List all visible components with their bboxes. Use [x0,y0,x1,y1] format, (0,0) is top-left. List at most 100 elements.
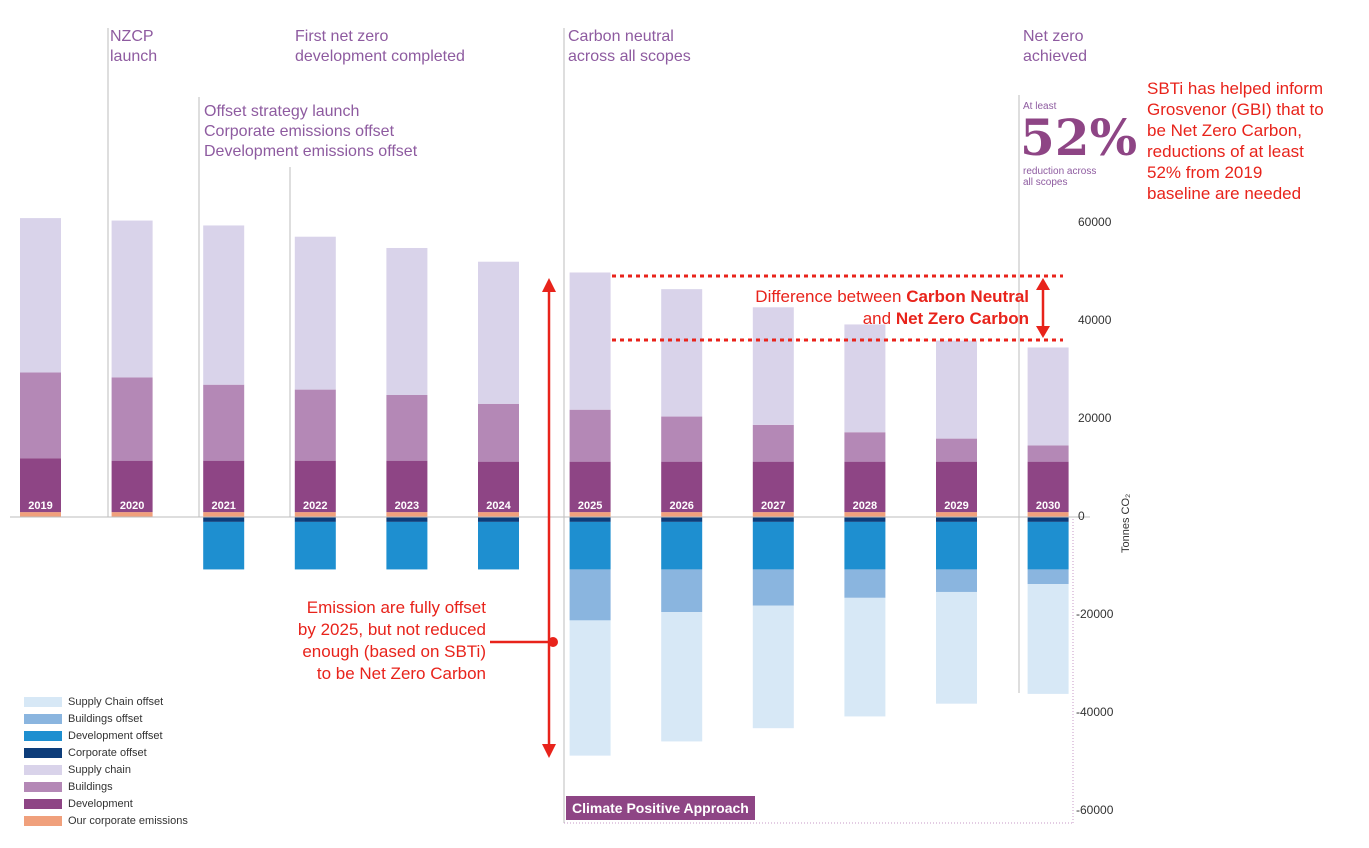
target-caption-line2: all scopes [1023,177,1068,188]
milestone-offset-line2: Corporate emissions offset [204,123,395,140]
chart-bars [20,218,1069,756]
bar-segment-corporate-offset-2025 [569,517,611,522]
bar-segment-our-corporate-emissions-2026 [661,512,703,517]
bar-segment-our-corporate-emissions-2020 [111,512,153,517]
bar-segment-development-2029 [936,461,977,513]
legend-label: Development [68,797,133,810]
bar-segment-corporate-offset-2027 [752,517,794,522]
bar-segment-buildings-2027 [752,424,794,462]
bar-segment-development-offset-2027 [752,521,794,570]
bar-segment-our-corporate-emissions-2028 [844,512,886,517]
bar-segment-buildings-offset-2030 [1027,569,1069,585]
bar-segment-development-offset-2028 [844,521,886,570]
bar-segment-supply-chain-2023 [386,247,428,395]
legend-swatch [24,781,62,792]
bar-segment-development-offset-2030 [1027,521,1069,570]
difference-arrow-up [1036,278,1050,290]
sbti-note-line2: Grosvenor (GBI) that to [1147,100,1324,119]
bar-segment-our-corporate-emissions-2022 [294,512,336,517]
milestone-carbon-neutral-line2: across all scopes [568,48,691,65]
sbti-note-line4: reductions of at least [1147,142,1304,161]
legend-label: Supply Chain offset [68,695,164,708]
bar-segment-development-2025 [569,461,611,513]
bar-segment-our-corporate-emissions-2025 [569,512,611,517]
bar-segment-supply-chain-2030 [1027,347,1069,446]
bar-segment-corporate-offset-2024 [478,517,519,522]
bar-segment-buildings-2023 [386,394,428,461]
milestone-nzcp-line1: NZCP [110,28,154,45]
legend-swatch [24,730,62,741]
milestone-first-net-zero: First net zero development completed [295,27,465,67]
bar-segment-our-corporate-emissions-2029 [936,512,977,517]
legend-item: Development [24,795,188,812]
offset-range-arrow-down [542,744,556,758]
year-label-2025: 2025 [578,500,602,512]
bar-segment-supply-chain-2029 [936,340,977,439]
bar-segment-development-offset-2023 [386,521,428,570]
emission-note-line3: enough (based on SBTi) [302,642,486,661]
sbti-note-line3: be Net Zero Carbon, [1147,121,1302,140]
bar-segment-supply-chain-offset-2029 [936,591,977,704]
bar-segment-supply-chain-2022 [294,236,336,390]
year-label-2023: 2023 [395,500,419,512]
bar-segment-corporate-offset-2030 [1027,517,1069,522]
milestone-offset: Offset strategy launch Corporate emissio… [204,102,417,162]
legend-item: Supply chain [24,761,188,778]
bar-segment-development-offset-2024 [478,521,519,570]
y-tick-label: -20000 [1076,607,1114,621]
sbti-note-line6: baseline are needed [1147,184,1302,203]
legend-swatch [24,815,62,826]
legend-label: Buildings offset [68,712,143,725]
bar-segment-our-corporate-emissions-2027 [752,512,794,517]
bar-segment-buildings-2028 [844,432,886,462]
legend-item: Supply Chain offset [24,693,188,710]
bar-segment-development-2027 [752,461,794,513]
bar-segment-supply-chain-2026 [661,289,703,417]
sbti-note-line5: 52% from 2019 [1147,163,1263,182]
sbti-note-line1: SBTi has helped inform [1147,79,1324,98]
bar-segment-our-corporate-emissions-2023 [386,512,428,517]
bar-segment-supply-chain-2021 [203,225,245,385]
target-at-least: At least [1023,101,1057,112]
milestone-carbon-neutral-line1: Carbon neutral [568,28,674,45]
bar-segment-supply-chain-offset-2027 [752,605,794,729]
legend-item: Buildings [24,778,188,795]
target-caption: reduction across all scopes [1023,166,1096,188]
year-label-2020: 2020 [120,500,144,512]
target-caption-line1: reduction across [1023,166,1097,177]
legend-label: Buildings [68,780,113,793]
offset-range-arrow-up [542,278,556,292]
milestone-nzcp-line2: launch [110,48,158,65]
chart-legend: Supply Chain offset Buildings offset Devel… [24,693,188,829]
target-percent: 52% [1020,108,1138,167]
milestone-first-net-zero-line2: development completed [295,48,465,65]
bar-segment-buildings-2029 [936,438,977,462]
bar-segment-development-2024 [478,461,519,513]
year-label-2026: 2026 [669,500,693,512]
legend-item: Corporate offset [24,744,188,761]
year-label-2022: 2022 [303,500,327,512]
bar-segment-buildings-2024 [478,403,519,462]
y-tick-label: 60000 [1078,215,1112,229]
bar-segment-development-2021 [203,460,245,513]
difference-note: Difference between Carbon Neutral and Ne… [755,286,1029,330]
emission-note-dot [548,637,558,647]
milestone-net-zero-line1: Net zero [1023,28,1084,45]
bar-segment-buildings-offset-2028 [844,569,886,598]
milestone-carbon-neutral: Carbon neutral across all scopes [568,27,691,67]
bar-segment-buildings-2026 [661,416,703,462]
legend-swatch [24,747,62,758]
bar-segment-development-2022 [294,460,336,513]
year-label-2021: 2021 [211,500,235,512]
legend-item: Buildings offset [24,710,188,727]
bar-segment-our-corporate-emissions-2021 [203,512,245,517]
bar-segment-our-corporate-emissions-2024 [478,512,519,517]
year-label-2019: 2019 [28,500,52,512]
y-tick-label: -40000 [1076,705,1114,719]
bar-segment-buildings-offset-2025 [569,569,611,621]
bar-segment-buildings-2022 [294,389,336,461]
milestone-first-net-zero-line1: First net zero [295,28,389,45]
diff-carbon-neutral: Carbon Neutral [906,287,1029,306]
bar-segment-supply-chain-offset-2026 [661,612,703,742]
